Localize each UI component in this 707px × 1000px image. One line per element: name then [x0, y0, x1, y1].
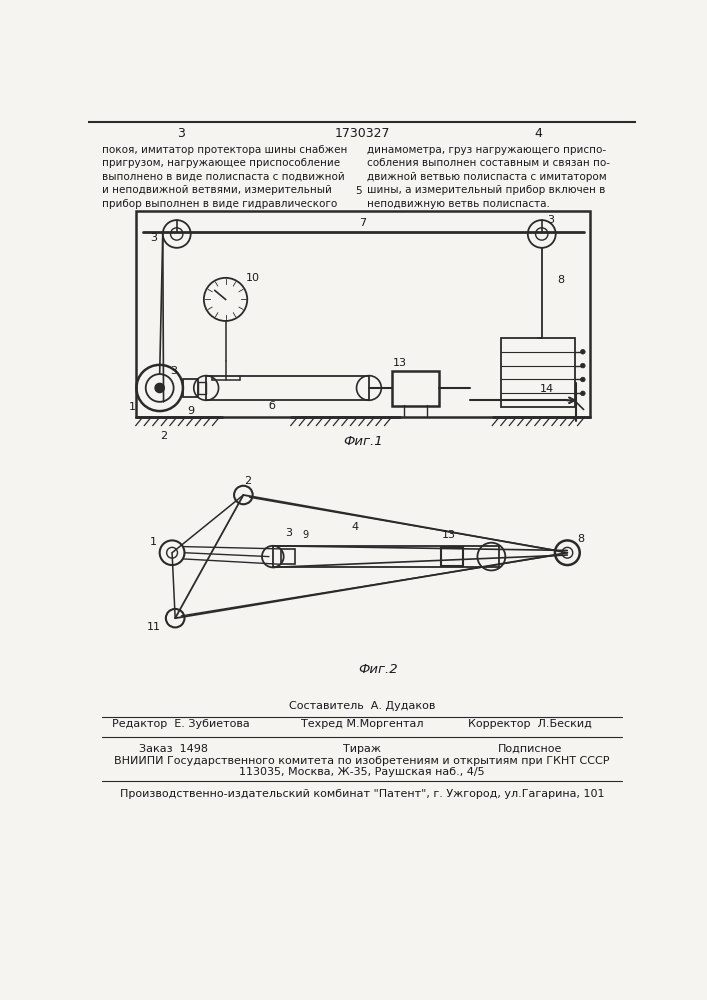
- Text: 3: 3: [285, 528, 292, 538]
- Text: 3: 3: [547, 215, 554, 225]
- Text: Редактор  Е. Зубиетова: Редактор Е. Зубиетова: [112, 719, 250, 729]
- Text: 13: 13: [442, 530, 456, 540]
- Circle shape: [580, 363, 585, 368]
- Text: 9: 9: [303, 530, 308, 540]
- Bar: [199, 382, 206, 394]
- Text: 7: 7: [359, 218, 366, 228]
- Text: 2: 2: [160, 431, 167, 441]
- Text: Фиг.2: Фиг.2: [358, 663, 398, 676]
- Text: 113035, Москва, Ж-35, Раушская наб., 4/5: 113035, Москва, Ж-35, Раушская наб., 4/5: [239, 767, 485, 777]
- Text: Подписное: Подписное: [498, 744, 562, 754]
- Text: 8: 8: [578, 534, 585, 544]
- Bar: [183, 379, 199, 397]
- Bar: [206, 376, 369, 400]
- Text: 1730327: 1730327: [334, 127, 390, 140]
- Text: 3: 3: [150, 233, 157, 243]
- Text: 10: 10: [245, 273, 259, 283]
- Text: 4: 4: [351, 522, 358, 532]
- Text: Фиг.1: Фиг.1: [343, 435, 382, 448]
- Text: динамометра, груз нагружающего приспо-
собления выполнен составным и связан по-
: динамометра, груз нагружающего приспо- с…: [368, 145, 610, 209]
- Text: Производственно-издательский комбинат "Патент", г. Ужгород, ул.Гагарина, 101: Производственно-издательский комбинат "П…: [119, 789, 604, 799]
- Text: 3: 3: [170, 366, 177, 376]
- Text: Корректор  Л.Бескид: Корректор Л.Бескид: [468, 719, 592, 729]
- Circle shape: [580, 377, 585, 382]
- Text: Техред М.Моргентал: Техред М.Моргентал: [300, 719, 423, 729]
- Bar: [136, 211, 590, 417]
- Text: б: б: [269, 401, 276, 411]
- Text: 4: 4: [534, 127, 542, 140]
- Text: 8: 8: [558, 275, 565, 285]
- Circle shape: [580, 391, 585, 396]
- Text: 11: 11: [146, 622, 160, 632]
- Circle shape: [155, 383, 164, 393]
- Text: 13: 13: [393, 358, 407, 368]
- Text: ВНИИПИ Государственного комитета по изобретениям и открытиям при ГКНТ СССР: ВНИИПИ Государственного комитета по изоб…: [115, 756, 609, 766]
- Text: 3: 3: [177, 127, 185, 140]
- Text: Заказ  1498: Заказ 1498: [139, 744, 208, 754]
- Text: покоя, имитатор протектора шины снабжен
пригрузом, нагружающее приспособление
вы: покоя, имитатор протектора шины снабжен …: [103, 145, 348, 209]
- Text: 5: 5: [355, 186, 361, 196]
- Bar: [273, 546, 499, 567]
- Text: Составитель  А. Дудаков: Составитель А. Дудаков: [288, 701, 435, 711]
- Bar: [501, 338, 575, 407]
- Text: 2: 2: [244, 476, 251, 486]
- Text: 1: 1: [150, 537, 157, 547]
- Text: Тираж: Тираж: [343, 744, 381, 754]
- Circle shape: [580, 349, 585, 354]
- Bar: [392, 371, 438, 406]
- Text: 14: 14: [540, 384, 554, 394]
- Text: 1: 1: [129, 402, 136, 412]
- Text: 9: 9: [187, 406, 194, 416]
- Bar: [281, 549, 295, 564]
- Bar: [441, 547, 462, 566]
